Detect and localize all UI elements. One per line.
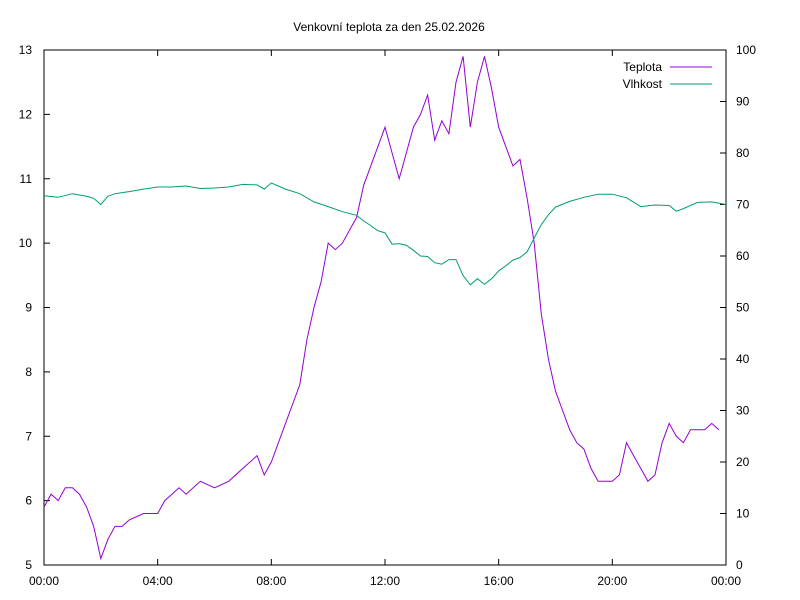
y-tick-label: 9 [25,301,32,315]
y2-tick-label: 90 [736,95,750,109]
x-tick-label: 00:00 [711,574,741,588]
y2-tick-label: 80 [736,146,750,160]
y2-tick-label: 10 [736,507,750,521]
y2-tick-label: 100 [736,43,756,57]
x-tick-label: 00:00 [29,574,59,588]
y2-tick-label: 70 [736,198,750,212]
y-tick-label: 8 [25,365,32,379]
y2-tick-label: 40 [736,352,750,366]
series-line-vlhkost [43,182,727,286]
y-tick-label: 13 [19,43,33,57]
y-tick-label: 6 [25,494,32,508]
chart-title: Venkovní teplota za den 25.02.2026 [293,20,485,34]
legend-label: Vlhkost [623,77,663,91]
x-tick-label: 16:00 [484,574,514,588]
y-tick-label: 10 [19,236,33,250]
y2-tick-label: 20 [736,455,750,469]
y2-tick-label: 0 [736,558,743,572]
y2-tick-label: 50 [736,301,750,315]
x-tick-label: 04:00 [143,574,173,588]
series-lines [43,56,727,561]
x-tick-label: 20:00 [597,574,627,588]
series-line-teplota [43,56,720,561]
y-tick-label: 12 [19,107,33,121]
y2-tick-label: 30 [736,404,750,418]
y-tick-label: 7 [25,429,32,443]
y2-tick-label: 60 [736,249,750,263]
y-tick-label: 5 [25,558,32,572]
x-tick-label: 08:00 [256,574,286,588]
legend: Teplota Vlhkost [623,60,712,91]
legend-label: Teplota [623,60,662,74]
x-tick-label: 12:00 [370,574,400,588]
axis-ticks: 00:00 04:00 08:00 12:00 16:00 20:00 00:00 5 6 7 8 9… [19,43,757,588]
y-tick-label: 11 [20,172,33,186]
